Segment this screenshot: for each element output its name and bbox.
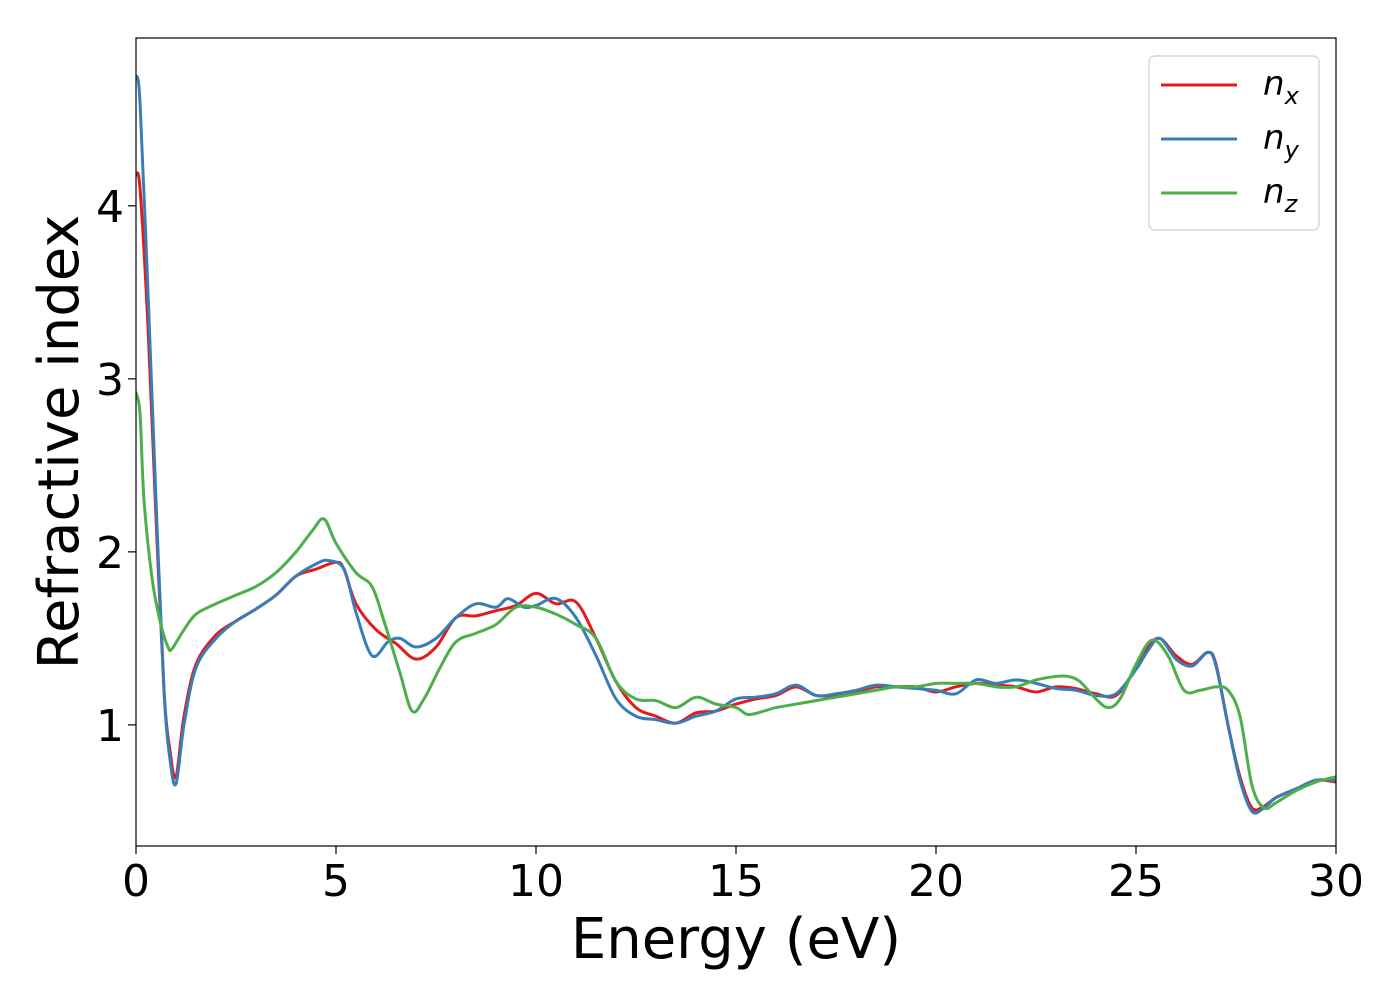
x-tick-label: 0: [122, 856, 150, 907]
x-tick-label: 15: [708, 856, 764, 907]
x-tick-label: 25: [1108, 856, 1164, 907]
legend-label: nz: [1263, 172, 1299, 218]
series-line-n-z: [136, 391, 1336, 811]
y-tick-label: 4: [96, 182, 124, 233]
axis-ticks: 0 5 10 15 20 25 30 1 2 3 4: [96, 182, 1364, 907]
x-tick-label: 30: [1308, 856, 1364, 907]
y-axis-label: Refractive index: [27, 215, 92, 670]
plot-area: [135, 37, 1337, 847]
y-tick-label: 2: [96, 528, 124, 579]
series-lines: [136, 74, 1336, 815]
x-tick-label: 5: [322, 856, 350, 907]
y-tick-label: 3: [96, 355, 124, 406]
x-tick-label: 10: [508, 856, 564, 907]
legend-label: nx: [1263, 64, 1300, 110]
legend-box: [1148, 55, 1320, 231]
x-tick-label: 20: [908, 856, 964, 907]
x-axis-label: Energy (eV): [571, 907, 901, 972]
legend: nx ny nz: [1148, 55, 1320, 231]
legend-label: ny: [1263, 118, 1300, 164]
y-tick-label: 1: [96, 701, 124, 752]
